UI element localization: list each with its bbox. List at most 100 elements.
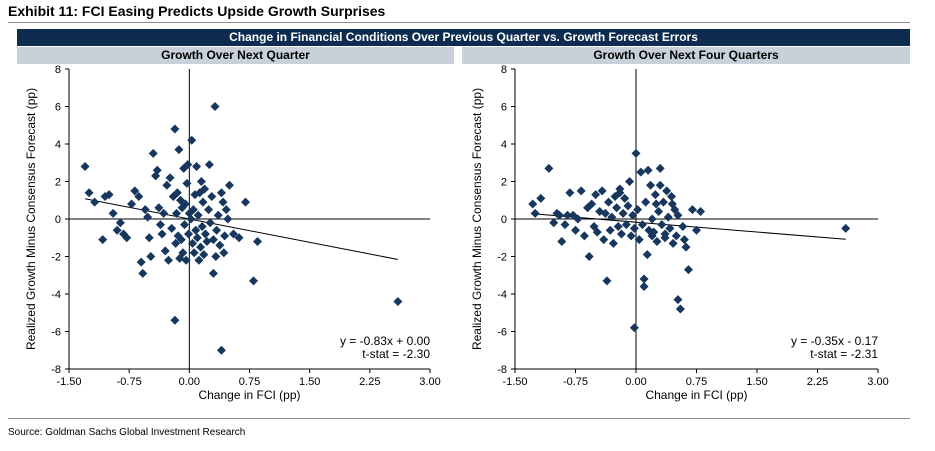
chart0-data-point — [207, 192, 217, 201]
chart0-regression-line — [84, 198, 399, 260]
chart1-data-point — [625, 177, 635, 186]
chart0-data-point — [104, 190, 114, 200]
chart1-data-point — [623, 201, 633, 211]
chart0-data-point — [159, 208, 169, 218]
chart0-data-point — [146, 252, 156, 261]
chart0-data-point — [192, 162, 202, 171]
chart1-data-point — [618, 208, 628, 218]
chart1-data-point — [687, 205, 697, 215]
chart0-y-axis-label: Realized Growth Minus Consensus Forecast… — [24, 88, 38, 350]
chart0-data-point — [119, 229, 129, 239]
chart0-x-tick-label: 1.50 — [299, 376, 320, 388]
chart1-data-point — [579, 231, 589, 241]
chart1-data-point — [560, 220, 570, 230]
chart1-data-point — [654, 207, 664, 216]
chart1-data-point — [633, 205, 643, 215]
chart1-data-point — [667, 199, 677, 209]
chart0-data-point — [223, 214, 233, 224]
chart0-data-point — [200, 184, 210, 194]
chart0-regression-annotation: t-stat = -2.30 — [362, 347, 430, 361]
chart0-data-point — [181, 255, 191, 265]
chart1-data-point — [650, 190, 660, 200]
chart1-regression-annotation: t-stat = -2.31 — [810, 347, 878, 361]
chart1-data-point — [613, 222, 623, 231]
chart1-data-point — [696, 207, 706, 216]
left-scatter-chart: 8 6 4 2 0 -2 -4 -6 -8-1.50 -0.75 0.00 0.75 1.50 2.25 3… — [24, 64, 441, 402]
chart1-data-point — [660, 229, 670, 239]
chart1-data-point — [562, 210, 572, 220]
chart0-data-point — [183, 160, 193, 170]
chart1-data-point — [595, 207, 605, 216]
chart1-y-tick-label: 0 — [501, 214, 507, 226]
chart1-data-point — [647, 231, 657, 241]
chart0-data-point — [208, 235, 218, 245]
chart0-data-point — [136, 257, 146, 267]
chart0-data-point — [152, 165, 162, 175]
chart1-data-point — [668, 238, 678, 248]
chart0-data-point — [108, 208, 118, 218]
chart0-y-tick-label: 2 — [55, 177, 61, 189]
chart0-data-point — [220, 231, 230, 241]
chart0-data-point — [192, 233, 202, 243]
chart0-data-point — [148, 148, 158, 158]
chart1-data-point — [597, 186, 607, 196]
chart0-data-point — [172, 188, 182, 198]
chart1-data-point — [681, 242, 691, 252]
chart0-y-tick-label: 6 — [55, 102, 61, 114]
chart0-data-point — [198, 197, 208, 207]
chart1-data-point — [571, 225, 580, 235]
left-chart-title: Growth Over Next Quarter — [17, 47, 454, 64]
chart0-data-point — [163, 255, 173, 265]
chart0-x-tick-label: 0.75 — [239, 376, 260, 388]
chart1-y-tick-label: 2 — [501, 177, 507, 189]
chart0-data-point — [186, 214, 196, 224]
chart0-data-point — [160, 246, 170, 256]
chart0-data-point — [171, 208, 181, 218]
chart0-x-tick-label: 0.00 — [179, 376, 200, 388]
chart0-data-point — [234, 233, 244, 243]
chart1-data-point — [628, 210, 638, 220]
chart0-data-point — [112, 225, 122, 235]
chart0-data-point — [200, 229, 210, 239]
chart0-data-point — [187, 135, 197, 145]
chart1-y-tick-label: -6 — [497, 327, 507, 339]
chart0-data-point — [155, 220, 165, 230]
chart1-data-point — [605, 225, 615, 235]
chart0-data-point — [224, 180, 234, 190]
chart0-data-point — [202, 237, 212, 246]
chart0-data-point — [218, 197, 228, 207]
chart0-regression-annotation: y = -0.83x + 0.00 — [340, 334, 430, 348]
chart0-y-tick-label: -4 — [51, 289, 61, 301]
chart0-data-point — [182, 178, 192, 188]
chart0-data-point — [249, 276, 259, 286]
chart0-data-point — [393, 297, 403, 306]
chart0-data-point — [191, 225, 201, 235]
chart1-data-point — [636, 167, 646, 177]
chart1-data-point — [549, 218, 559, 228]
chart1-data-point — [600, 208, 610, 218]
chart1-y-axis-label: Realized Growth Minus Consensus Forecast… — [470, 88, 484, 350]
chart0-data-point — [176, 235, 186, 245]
chart0-data-point — [210, 102, 220, 111]
chart0-data-point — [180, 220, 190, 230]
chart1-data-point — [678, 222, 688, 231]
chart1-regression-annotation: y = -0.35x - 0.17 — [791, 334, 878, 348]
chart0-y-tick-label: -2 — [51, 252, 61, 264]
chart1-data-point — [536, 193, 546, 203]
chart1-data-point — [675, 304, 685, 314]
chart1-data-point — [673, 295, 683, 305]
chart0-data-point — [188, 205, 198, 215]
chart0-x-tick-label: 2.25 — [359, 376, 380, 388]
chart1-data-point — [629, 323, 639, 333]
chart0-data-point — [138, 268, 148, 278]
chart-banner: Change in Financial Conditions Over Prev… — [17, 29, 910, 46]
chart0-data-point — [170, 124, 180, 134]
chart1-data-point — [620, 193, 630, 203]
chart0-y-tick-label: 4 — [55, 139, 61, 151]
chart1-y-tick-label: -4 — [497, 289, 507, 301]
chart0-x-axis-label: Change in FCI (pp) — [198, 388, 300, 402]
chart0-data-point — [196, 177, 206, 186]
chart1-data-point — [644, 225, 654, 235]
chart1-data-point — [615, 188, 625, 198]
chart1-data-point — [666, 192, 676, 201]
